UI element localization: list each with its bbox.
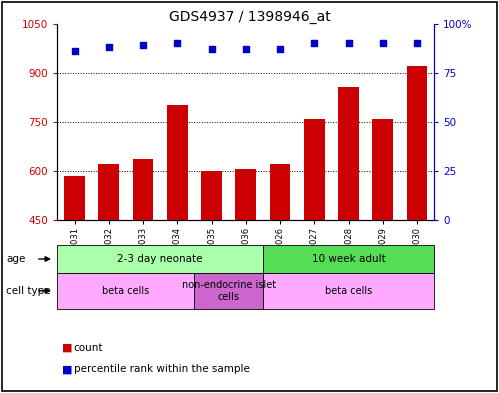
Text: ■: ■ <box>62 343 73 353</box>
Bar <box>57 273 195 309</box>
Bar <box>201 171 222 220</box>
Bar <box>407 66 427 220</box>
Text: percentile rank within the sample: percentile rank within the sample <box>74 364 250 375</box>
Bar <box>98 164 119 220</box>
Bar <box>304 119 324 220</box>
Text: count: count <box>74 343 103 353</box>
Bar <box>57 245 263 273</box>
Text: non-endocrine islet
cells: non-endocrine islet cells <box>182 280 275 301</box>
Bar <box>338 87 359 220</box>
Point <box>379 40 387 46</box>
Text: cell type: cell type <box>6 286 51 296</box>
Bar <box>167 105 188 220</box>
Point <box>344 40 352 46</box>
Point <box>208 46 216 52</box>
Text: beta cells: beta cells <box>102 286 150 296</box>
Point <box>173 40 181 46</box>
Text: age: age <box>6 254 26 264</box>
Text: 2-3 day neonate: 2-3 day neonate <box>117 254 203 264</box>
Text: ■: ■ <box>62 364 73 375</box>
Bar <box>195 273 263 309</box>
Point <box>70 48 78 54</box>
Point <box>242 46 250 52</box>
Point <box>310 40 318 46</box>
Bar <box>263 273 434 309</box>
Text: beta cells: beta cells <box>325 286 372 296</box>
Bar <box>133 160 153 220</box>
Text: GDS4937 / 1398946_at: GDS4937 / 1398946_at <box>169 10 330 24</box>
Text: 10 week adult: 10 week adult <box>312 254 385 264</box>
Bar <box>236 169 256 220</box>
Point <box>413 40 421 46</box>
Bar <box>270 164 290 220</box>
Bar <box>64 176 85 220</box>
Bar <box>263 245 434 273</box>
Point <box>139 42 147 48</box>
Point <box>105 44 113 50</box>
Bar <box>372 119 393 220</box>
Point <box>276 46 284 52</box>
